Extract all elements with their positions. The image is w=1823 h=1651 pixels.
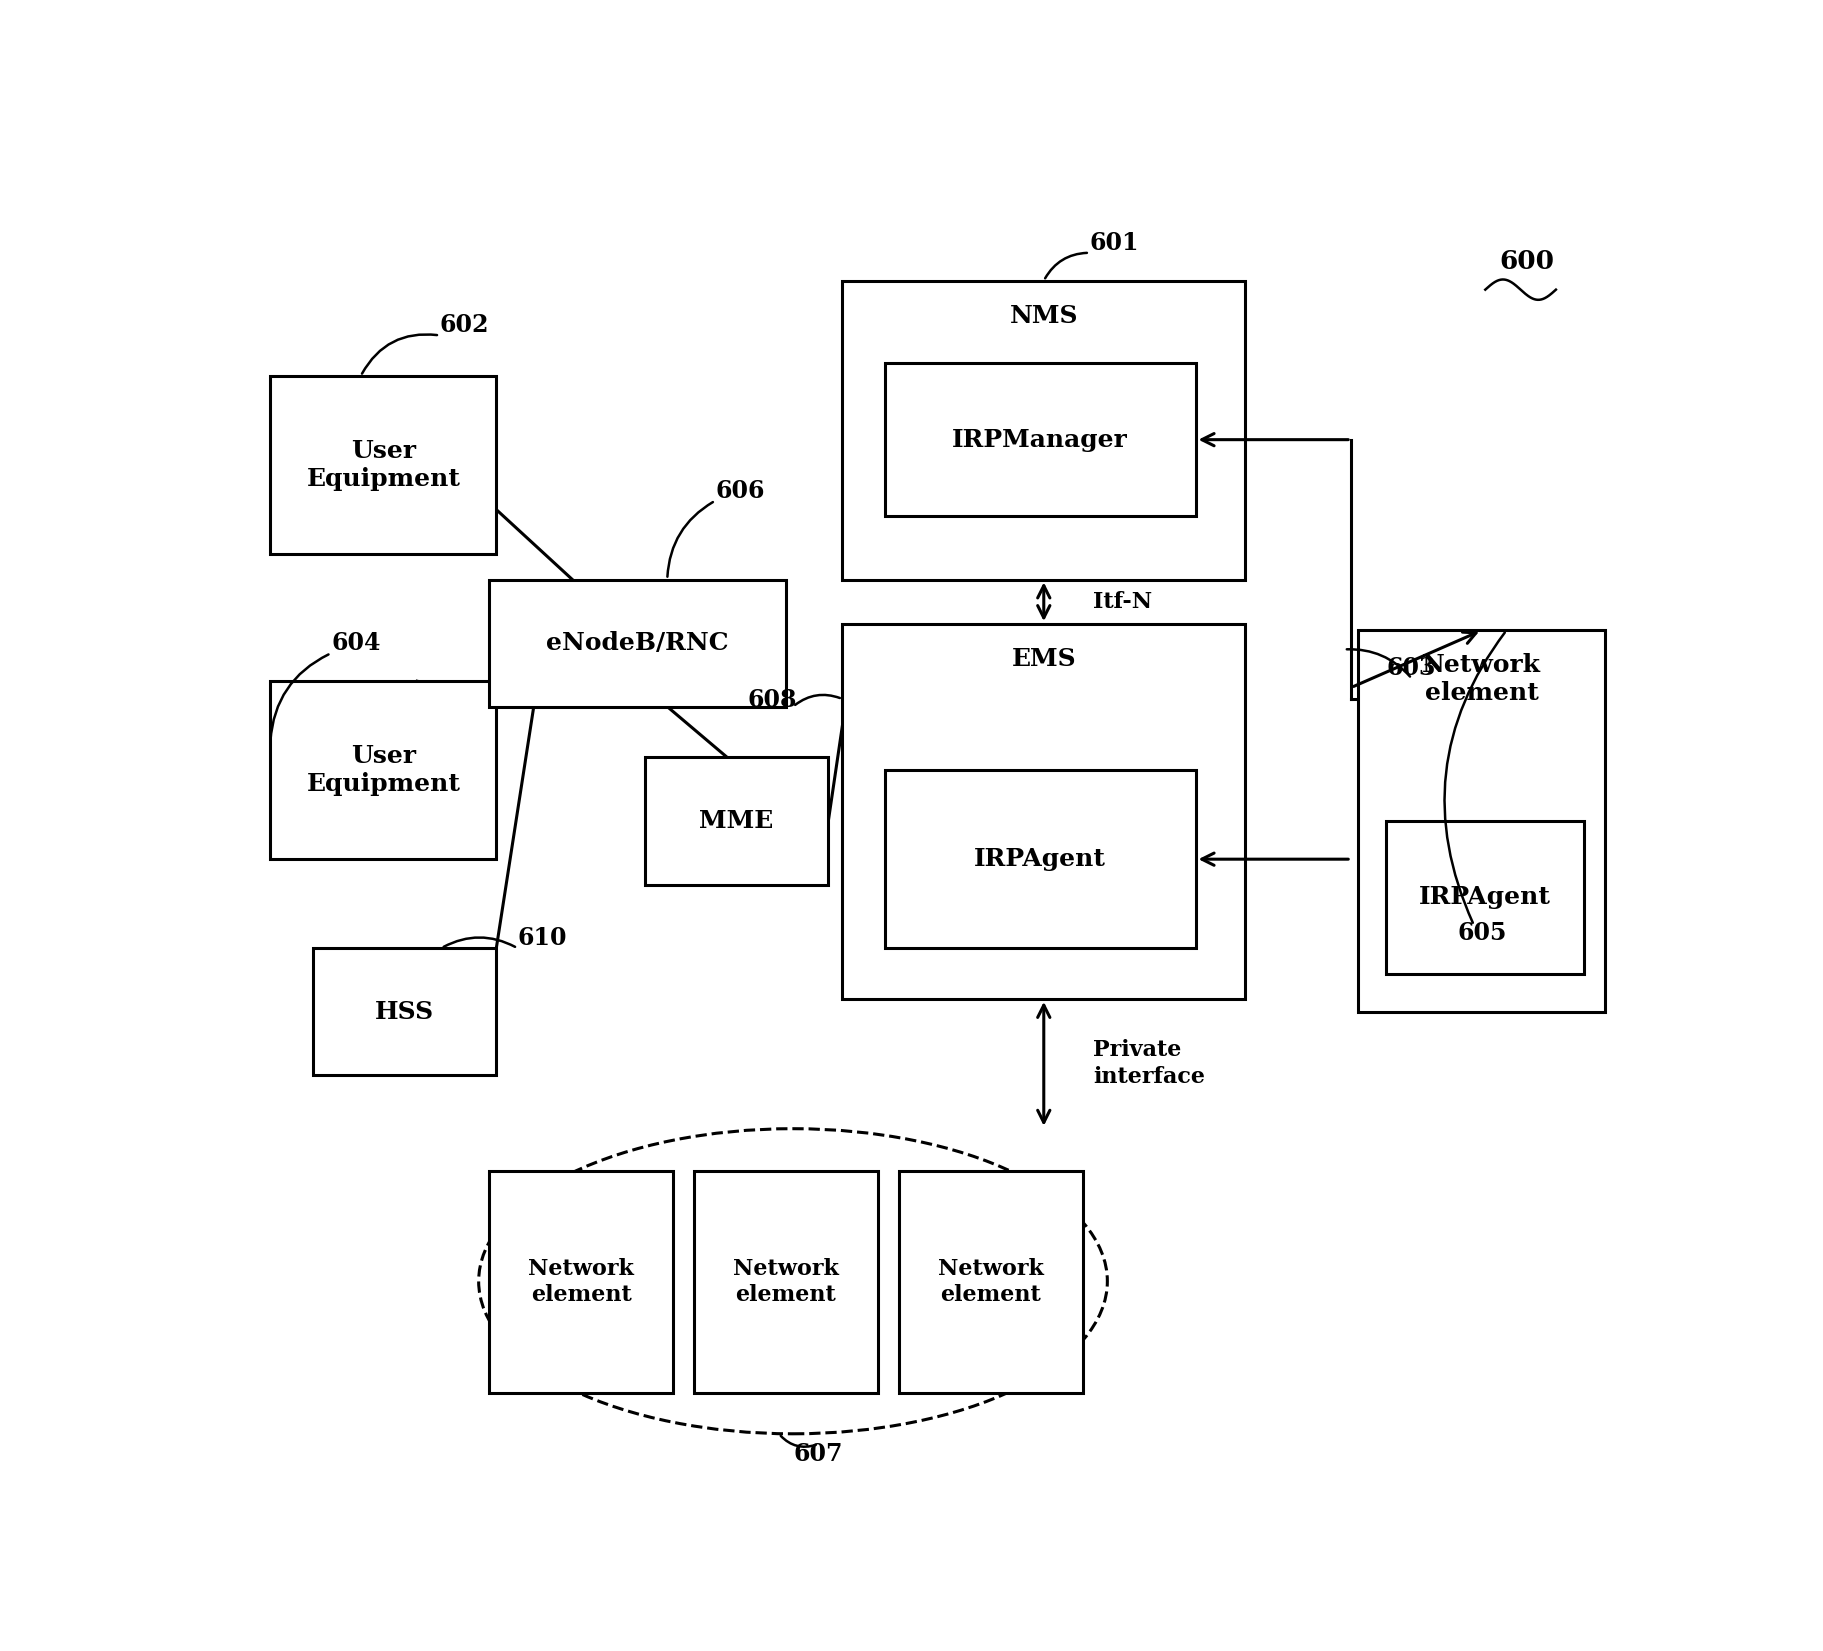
Bar	[645, 758, 828, 885]
Text: 606: 606	[715, 479, 766, 502]
Text: Itf-N: Itf-N	[1094, 591, 1152, 613]
Text: Network
element: Network element	[937, 1258, 1045, 1306]
Bar	[884, 769, 1196, 948]
Bar	[1358, 631, 1606, 1012]
Bar	[695, 1171, 879, 1393]
Text: User
Equipment: User Equipment	[306, 439, 459, 490]
Text: Network
element: Network element	[1422, 654, 1540, 705]
Text: IRPAgent: IRPAgent	[973, 847, 1107, 872]
Bar	[884, 363, 1196, 517]
Text: IRPAgent: IRPAgent	[1420, 885, 1551, 910]
Text: 601: 601	[1090, 231, 1139, 254]
Bar	[842, 281, 1245, 580]
Bar	[314, 948, 496, 1075]
Bar	[899, 1171, 1083, 1393]
Text: 607: 607	[793, 1441, 842, 1466]
Text: 600: 600	[1499, 249, 1555, 274]
Bar	[270, 682, 496, 859]
Text: 610: 610	[518, 926, 567, 949]
Text: Network
element: Network element	[529, 1258, 634, 1306]
Bar	[270, 376, 496, 555]
Bar	[489, 580, 786, 707]
Text: MME: MME	[700, 809, 773, 834]
Text: 604: 604	[332, 631, 381, 655]
Bar	[1387, 821, 1584, 974]
Bar	[489, 1171, 673, 1393]
Text: eNodeB/RNC: eNodeB/RNC	[547, 631, 729, 655]
Text: 608: 608	[747, 688, 797, 712]
Bar	[842, 624, 1245, 999]
Text: EMS: EMS	[1012, 647, 1076, 670]
Text: User
Equipment: User Equipment	[306, 745, 459, 796]
Text: 603: 603	[1387, 657, 1437, 680]
Text: 605: 605	[1457, 921, 1506, 944]
Text: NMS: NMS	[1010, 304, 1077, 327]
Text: Network
element: Network element	[733, 1258, 839, 1306]
Text: IRPManager: IRPManager	[952, 428, 1128, 452]
Ellipse shape	[479, 1129, 1107, 1433]
Text: Private
interface: Private interface	[1094, 1040, 1205, 1088]
Text: HSS: HSS	[376, 1001, 434, 1024]
Text: 602: 602	[439, 314, 489, 337]
